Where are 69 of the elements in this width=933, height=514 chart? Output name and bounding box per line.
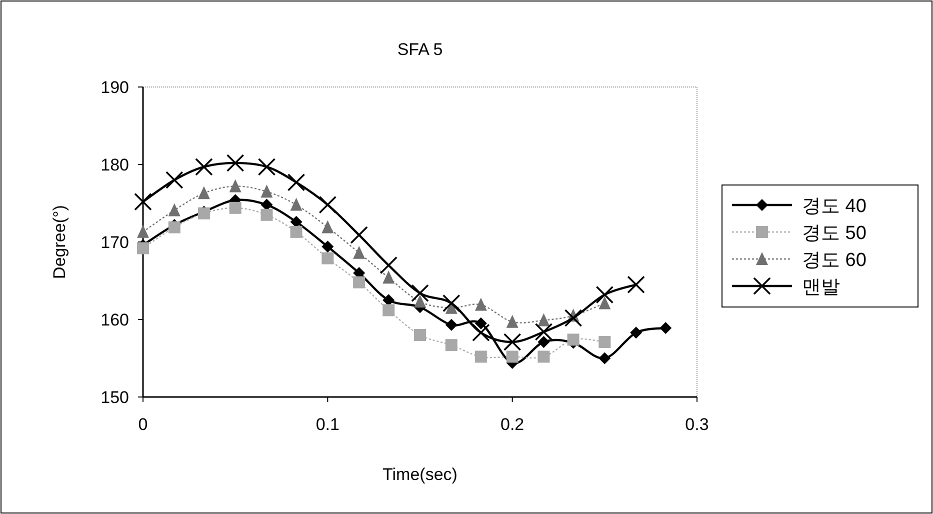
point bbox=[414, 294, 426, 308]
point bbox=[660, 322, 672, 334]
point bbox=[318, 196, 337, 214]
point bbox=[596, 286, 614, 304]
y-axis-title: Degree(°) bbox=[50, 205, 69, 279]
x-tick-label: 0.2 bbox=[500, 415, 524, 434]
point bbox=[567, 334, 580, 346]
chart-title: SFA 5 bbox=[397, 40, 443, 59]
point bbox=[350, 226, 368, 244]
point bbox=[472, 324, 490, 342]
point bbox=[474, 317, 487, 330]
legend-label: 경도 50 bbox=[802, 223, 866, 244]
point bbox=[353, 246, 366, 259]
point bbox=[598, 296, 611, 310]
point bbox=[195, 158, 213, 176]
point bbox=[168, 203, 180, 216]
point bbox=[538, 350, 550, 363]
point bbox=[534, 323, 553, 341]
point bbox=[322, 220, 334, 234]
y-tick-label: 170 bbox=[100, 233, 129, 252]
point bbox=[198, 186, 210, 200]
x-axis-title: Time(sec) bbox=[382, 465, 458, 484]
point bbox=[506, 350, 518, 363]
point bbox=[380, 256, 398, 274]
point bbox=[411, 284, 429, 302]
point bbox=[322, 240, 334, 253]
point bbox=[353, 276, 366, 288]
point bbox=[630, 326, 642, 339]
x-tick-label: 0.3 bbox=[685, 415, 709, 434]
y-tick-label: 180 bbox=[100, 156, 129, 174]
point bbox=[137, 224, 149, 238]
x-tick-label: 0 bbox=[138, 415, 148, 434]
legend-label: 경도 60 bbox=[802, 250, 866, 271]
y-tick-label: 190 bbox=[100, 78, 129, 97]
point bbox=[414, 329, 426, 341]
point bbox=[445, 339, 458, 352]
x-tick-label: 0.1 bbox=[316, 415, 340, 434]
point bbox=[260, 208, 273, 221]
point bbox=[442, 294, 460, 312]
point bbox=[564, 309, 582, 327]
point bbox=[382, 270, 395, 284]
point bbox=[322, 252, 334, 264]
point bbox=[382, 304, 395, 316]
y-tick-label: 150 bbox=[100, 388, 129, 407]
point bbox=[538, 336, 550, 348]
point bbox=[598, 336, 611, 348]
point bbox=[229, 202, 242, 214]
point bbox=[598, 352, 611, 364]
legend-label: 맨발 bbox=[802, 277, 840, 298]
legend-label: 경도 40 bbox=[802, 196, 866, 217]
y-tick-label: 160 bbox=[100, 310, 129, 330]
point bbox=[503, 333, 522, 351]
point bbox=[538, 313, 550, 326]
point bbox=[474, 350, 487, 363]
point bbox=[168, 221, 180, 234]
point bbox=[258, 158, 276, 176]
point bbox=[290, 198, 302, 211]
point bbox=[445, 318, 458, 331]
point bbox=[506, 314, 518, 328]
point bbox=[474, 298, 487, 311]
point bbox=[226, 154, 244, 172]
point bbox=[260, 184, 273, 198]
point bbox=[627, 276, 645, 294]
point bbox=[229, 179, 242, 192]
point bbox=[290, 226, 302, 238]
point bbox=[137, 242, 149, 254]
point bbox=[165, 171, 184, 189]
point bbox=[134, 192, 152, 211]
point bbox=[287, 173, 306, 192]
